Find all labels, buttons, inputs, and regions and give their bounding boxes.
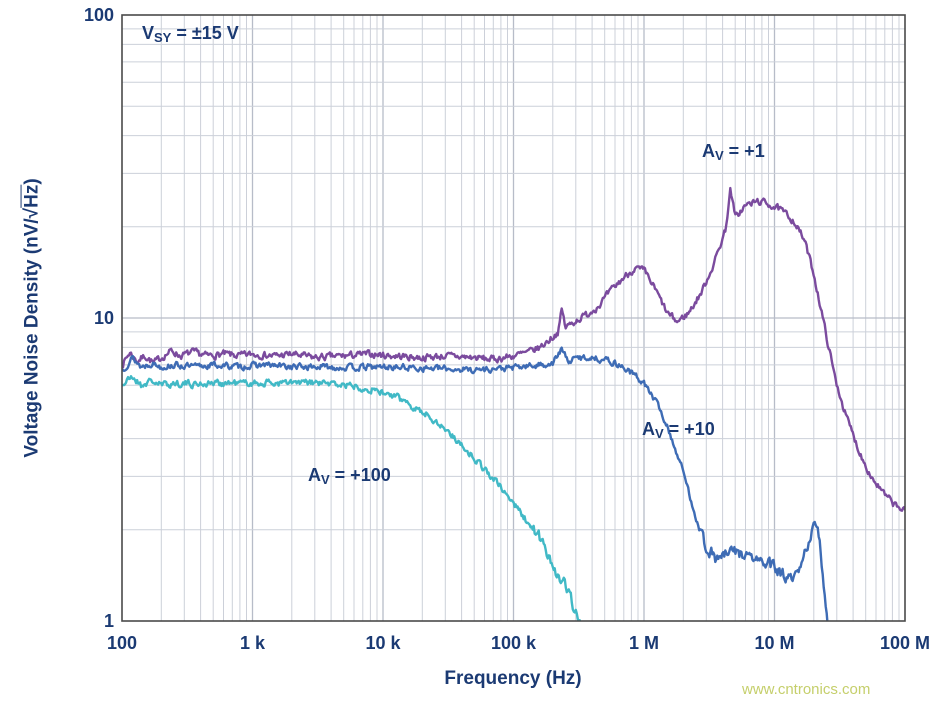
x-tick-label: 100 k	[491, 633, 537, 653]
series-curve-2	[122, 346, 829, 621]
supply-symbol: V	[142, 23, 155, 43]
series-curve-1	[122, 186, 905, 512]
supply-value: = ±15 V	[171, 23, 239, 43]
plot-frame	[121, 14, 906, 622]
series-label-av10: AV = +10	[642, 419, 715, 441]
x-tick-label: 1 k	[240, 633, 266, 653]
series-label-av100: AV = +100	[308, 465, 391, 487]
y-axis-title: Voltage Noise Density (nV/√Hz)	[21, 178, 43, 458]
x-tick-label: 100 M	[880, 633, 929, 653]
x-axis-title: Frequency (Hz)	[444, 668, 582, 689]
series-curve-3	[122, 375, 582, 621]
y-tick-label: 1	[104, 611, 114, 631]
supply-voltage-annotation: VSY = ±15 V	[142, 23, 239, 45]
y-tick-label: 10	[94, 308, 114, 328]
x-tick-label: 1 M	[629, 633, 659, 653]
supply-subscript: SY	[154, 30, 172, 45]
y-tick-label: 100	[84, 5, 114, 25]
gridlines	[122, 15, 905, 621]
x-tick-label: 10 k	[365, 633, 401, 653]
x-tick-label: 10 M	[754, 633, 794, 653]
series-label-av1: AV = +1	[702, 141, 765, 163]
x-tick-label: 100	[107, 633, 137, 653]
watermark: www.cntronics.com	[742, 681, 871, 698]
